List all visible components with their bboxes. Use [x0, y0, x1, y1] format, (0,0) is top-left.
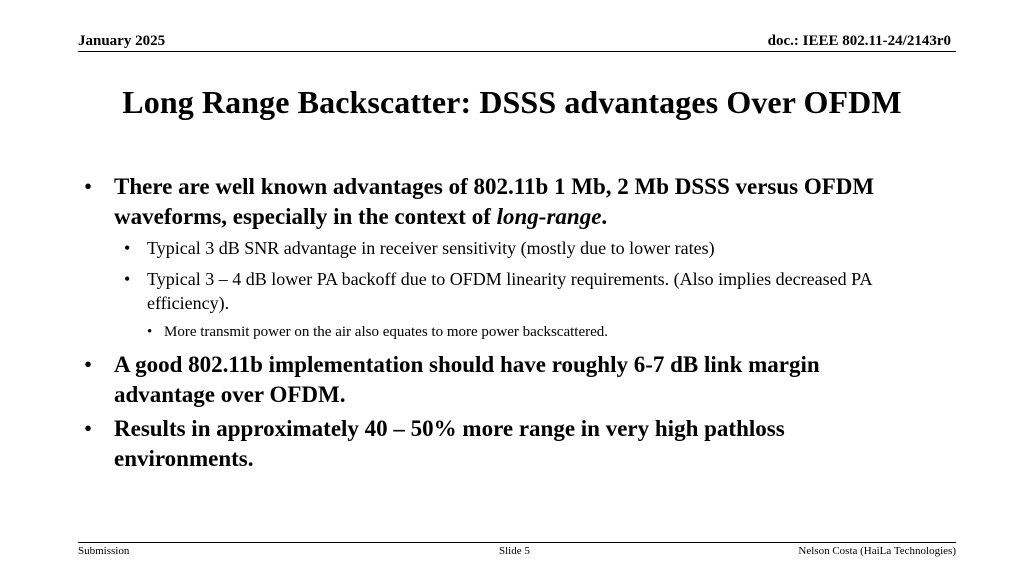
bullet-text: Typical 3 – 4 dB lower PA backoff due to…	[147, 269, 872, 313]
bullet-tail: .	[601, 204, 608, 229]
bullet-text: There are well known advantages of 802.1…	[114, 174, 875, 229]
bullet-emphasis: long-range	[496, 204, 602, 229]
bullet-icon: •	[84, 174, 93, 199]
header-divider	[78, 51, 956, 52]
bullet-icon: •	[84, 416, 93, 441]
bullet-icon: •	[84, 352, 93, 377]
footer-author: Nelson Costa (HaiLa Technologies)	[798, 545, 956, 557]
bullet-icon: •	[147, 324, 153, 340]
footer-slide-number: Slide 5	[499, 545, 530, 557]
bullet-text: Typical 3 dB SNR advantage in receiver s…	[147, 238, 715, 258]
bullet-level2-item: • Typical 3 dB SNR advantage in receiver…	[114, 236, 924, 260]
bullet-level3-item: • More transmit power on the air also eq…	[147, 322, 924, 342]
footer-divider	[78, 542, 956, 543]
slide-body: • There are well known advantages of 802…	[84, 172, 924, 478]
bullet-level1-item: • There are well known advantages of 802…	[84, 172, 924, 232]
bullet-text: More transmit power on the air also equa…	[164, 324, 609, 340]
header-doc-id: doc.: IEEE 802.11-24/2143r0	[767, 33, 951, 49]
slide-title: Long Range Backscatter: DSSS advantages …	[122, 84, 902, 120]
footer-submission: Submission	[78, 545, 130, 557]
bullet-text: Results in approximately 40 – 50% more r…	[114, 416, 785, 471]
bullet-level1-item: • Results in approximately 40 – 50% more…	[84, 414, 924, 474]
header-date: January 2025	[78, 33, 166, 49]
bullet-level2-item: • Typical 3 – 4 dB lower PA backoff due …	[114, 267, 924, 315]
bullet-icon: •	[124, 238, 131, 258]
bullet-icon: •	[124, 269, 131, 289]
bullet-text: A good 802.11b implementation should hav…	[114, 352, 820, 407]
bullet-level1-item: • A good 802.11b implementation should h…	[84, 350, 924, 410]
